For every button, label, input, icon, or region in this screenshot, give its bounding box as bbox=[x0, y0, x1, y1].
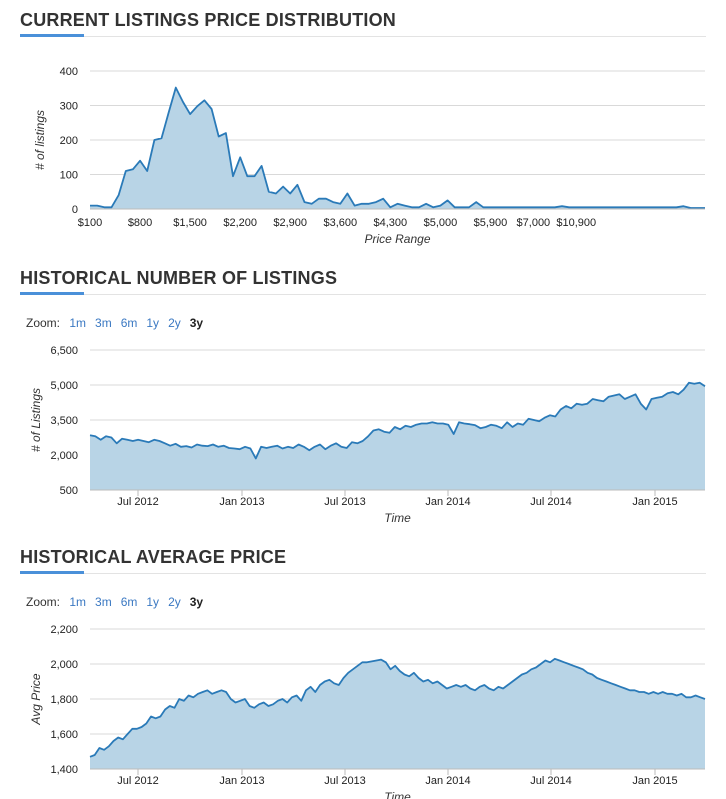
x-tick-label: Jul 2012 bbox=[117, 775, 159, 787]
x-tick-label: $1,500 bbox=[173, 217, 207, 229]
x-tick-label: $5,900 bbox=[474, 217, 508, 229]
historical-price-title: HISTORICAL AVERAGE PRICE bbox=[20, 547, 287, 567]
section-divider bbox=[20, 36, 706, 37]
zoom-2y-button[interactable]: 2y bbox=[168, 316, 181, 330]
x-tick-label: Jan 2014 bbox=[425, 775, 470, 787]
y-tick-label: 500 bbox=[60, 485, 78, 497]
zoom-6m-button[interactable]: 6m bbox=[120, 595, 138, 609]
x-tick-label: Jan 2013 bbox=[219, 496, 264, 508]
zoom-3y-button[interactable]: 3y bbox=[189, 316, 204, 330]
x-tick-label: $100 bbox=[78, 217, 102, 229]
x-tick-label: Jan 2013 bbox=[219, 775, 264, 787]
section-divider bbox=[20, 573, 706, 574]
x-axis-title: Time bbox=[384, 511, 411, 525]
zoom-2y-button[interactable]: 2y bbox=[168, 595, 181, 609]
y-axis-title: Avg Price bbox=[29, 673, 43, 725]
y-tick-label: 1,600 bbox=[50, 729, 78, 741]
x-tick-label: $3,600 bbox=[323, 217, 357, 229]
y-tick-label: 1,800 bbox=[50, 694, 78, 706]
price-distribution-section: CURRENT LISTINGS PRICE DISTRIBUTION 0 100… bbox=[0, 0, 726, 255]
series-area bbox=[90, 382, 705, 490]
y-tick-label: 5,000 bbox=[50, 380, 78, 392]
section-accent-bar bbox=[20, 571, 84, 574]
zoom-6m-button[interactable]: 6m bbox=[120, 316, 138, 330]
zoom-3m-button[interactable]: 3m bbox=[95, 595, 112, 609]
y-tick-label: 1,400 bbox=[50, 764, 78, 776]
x-tick-label: $800 bbox=[128, 217, 152, 229]
zoom-label: Zoom: bbox=[26, 595, 61, 609]
y-tick-label: 400 bbox=[60, 66, 78, 78]
x-tick-label: Jul 2014 bbox=[530, 496, 572, 508]
historical-price-section: HISTORICAL AVERAGE PRICE Zoom: 1m 3m 6m 1y 2… bbox=[0, 537, 726, 799]
y-tick-label: 300 bbox=[60, 101, 78, 113]
x-tick-label: Jan 2014 bbox=[425, 496, 470, 508]
y-axis-title: # of listings bbox=[33, 110, 47, 170]
zoom-1y-button[interactable]: 1y bbox=[146, 316, 160, 330]
y-tick-label: 2,200 bbox=[50, 624, 78, 636]
price-distribution-title: CURRENT LISTINGS PRICE DISTRIBUTION bbox=[20, 10, 397, 30]
y-axis-title: # of Listings bbox=[29, 388, 43, 452]
y-tick-label: 100 bbox=[60, 170, 78, 182]
series-line bbox=[90, 86, 705, 209]
x-tick-label: $2,900 bbox=[273, 217, 307, 229]
y-tick-label: 2,000 bbox=[50, 450, 78, 462]
series-line bbox=[89, 657, 706, 758]
x-tick-label: Jul 2013 bbox=[324, 775, 366, 787]
series-line bbox=[89, 381, 706, 460]
section-accent-bar bbox=[20, 34, 84, 37]
zoom-label: Zoom: bbox=[26, 316, 61, 330]
x-tick-label: Jul 2014 bbox=[530, 775, 572, 787]
price-distribution-chart: 0 100 200 300 400 $100 $800 $1,500 $2,200 $2,900 $… bbox=[33, 66, 705, 246]
y-tick-label: 6,500 bbox=[50, 345, 78, 357]
zoom-selector: Zoom: 1m 3m 6m 1y 2y 3y bbox=[26, 316, 212, 330]
historical-listings-chart: 500 2,000 3,500 5,000 6,500 Jul 2012 Jan 2013 J… bbox=[29, 345, 706, 525]
section-divider bbox=[20, 294, 706, 295]
y-tick-label: 3,500 bbox=[50, 415, 78, 427]
x-axis-title: Time bbox=[384, 790, 411, 799]
zoom-1m-button[interactable]: 1m bbox=[69, 595, 87, 609]
x-tick-label: Jul 2012 bbox=[117, 496, 159, 508]
x-tick-label: $10,900 bbox=[556, 217, 596, 229]
historical-listings-title: HISTORICAL NUMBER OF LISTINGS bbox=[20, 268, 338, 288]
historical-price-chart: 1,400 1,600 1,800 2,000 2,200 Jul 2012 Jan 201… bbox=[29, 624, 706, 799]
x-tick-label: Jul 2013 bbox=[324, 496, 366, 508]
x-tick-label: $7,000 bbox=[517, 217, 551, 229]
x-axis-title: Price Range bbox=[364, 232, 430, 246]
y-tick-label: 2,000 bbox=[50, 659, 78, 671]
x-tick-label: $4,300 bbox=[374, 217, 408, 229]
x-tick-label: $2,200 bbox=[223, 217, 257, 229]
x-tick-label: Jan 2015 bbox=[632, 775, 677, 787]
zoom-3m-button[interactable]: 3m bbox=[95, 316, 112, 330]
zoom-selector: Zoom: 1m 3m 6m 1y 2y 3y bbox=[26, 595, 212, 609]
y-tick-label: 200 bbox=[60, 135, 78, 147]
historical-listings-section: HISTORICAL NUMBER OF LISTINGS Zoom: 1m 3m… bbox=[0, 258, 726, 530]
x-tick-label: Jan 2015 bbox=[632, 496, 677, 508]
section-accent-bar bbox=[20, 292, 84, 295]
x-tick-label: $5,000 bbox=[424, 217, 458, 229]
zoom-1y-button[interactable]: 1y bbox=[146, 595, 160, 609]
zoom-1m-button[interactable]: 1m bbox=[69, 316, 87, 330]
series-area bbox=[90, 87, 705, 209]
series-area bbox=[90, 658, 705, 769]
y-tick-label: 0 bbox=[72, 204, 78, 216]
zoom-3y-button[interactable]: 3y bbox=[189, 595, 204, 609]
